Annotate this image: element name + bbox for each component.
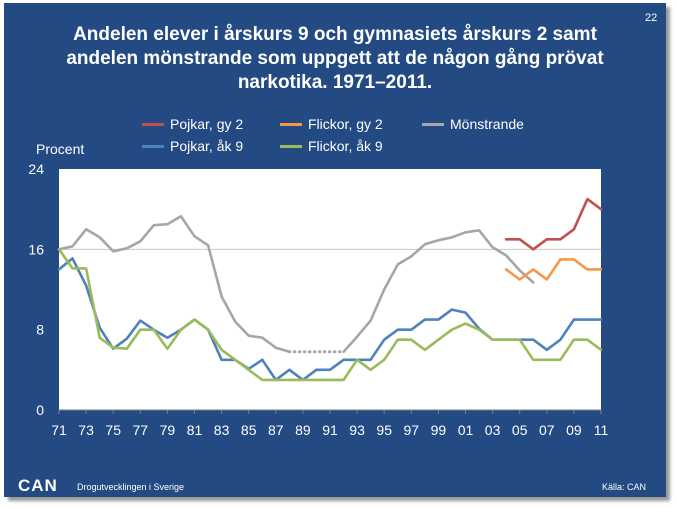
page-number: 22 <box>645 12 658 24</box>
y-tick-label: 24 <box>28 161 44 177</box>
x-tick-label: 89 <box>295 422 311 438</box>
x-tick-label: 87 <box>268 422 284 438</box>
legend-swatch-flickor-gy2 <box>280 123 302 126</box>
plot-area <box>59 169 601 410</box>
x-tick-label: 79 <box>160 422 176 438</box>
x-tick-label: 07 <box>539 422 555 438</box>
series-line-flickor-k-9 <box>57 248 603 382</box>
x-tick-label: 93 <box>349 422 365 438</box>
legend-label-monstrande: Mönstrande <box>450 116 524 132</box>
x-tick-label: 75 <box>105 422 121 438</box>
x-tick-label: 09 <box>566 422 582 438</box>
title-line-2: andelen mönstrande som uppgett att de nå… <box>66 48 604 69</box>
x-tick-label: 05 <box>512 422 528 438</box>
x-tick-label: 01 <box>458 422 474 438</box>
legend-swatch-pojkar-gy2 <box>142 123 164 126</box>
x-tick-label: 03 <box>485 422 501 438</box>
legend-label-flickor-ak9: Flickor, åk 9 <box>308 138 383 154</box>
x-tick-label: 81 <box>187 422 203 438</box>
series-line-flickor-gy-2 <box>504 258 603 281</box>
legend-swatch-monstrande <box>422 123 444 126</box>
series-line-m-nstrande <box>342 229 535 354</box>
x-tick-label: 85 <box>241 422 257 438</box>
x-tick-label: 11 <box>594 422 609 438</box>
x-tick-label: 83 <box>214 422 230 438</box>
series-line-m-nstrande <box>57 214 291 354</box>
legend-label-pojkar-ak9: Pojkar, åk 9 <box>170 138 244 154</box>
x-tick-label: 73 <box>78 422 94 438</box>
title-line-1: Andelen elever i årskurs 9 och gymnasiet… <box>73 24 597 45</box>
title-line-3: narkotika. 1971–2011. <box>237 72 433 93</box>
legend-swatch-pojkar-ak9 <box>142 145 164 148</box>
legend-swatch-flickor-ak9 <box>280 145 302 148</box>
x-tick-label: 71 <box>51 422 67 438</box>
x-tick-label: 77 <box>133 422 149 438</box>
can-logo: CAN <box>18 476 58 495</box>
y-tick-label: 16 <box>28 241 44 257</box>
x-tick-label: 99 <box>431 422 447 438</box>
y-tick-label: 8 <box>36 322 44 338</box>
footer-source: Källa: CAN <box>602 482 647 492</box>
legend-label-pojkar-gy2: Pojkar, gy 2 <box>170 116 244 132</box>
series-line-pojkar-gy-2 <box>504 197 603 251</box>
x-tick-label: 97 <box>404 422 420 438</box>
legend-label-flickor-gy2: Flickor, gy 2 <box>308 116 383 132</box>
y-axis-label: Procent <box>36 141 85 157</box>
x-tick-label: 95 <box>376 422 392 438</box>
y-tick-label: 0 <box>36 402 44 418</box>
x-tick-label: 91 <box>322 422 338 438</box>
footer-organization: Drogutvecklingen i Sverige <box>77 482 185 492</box>
